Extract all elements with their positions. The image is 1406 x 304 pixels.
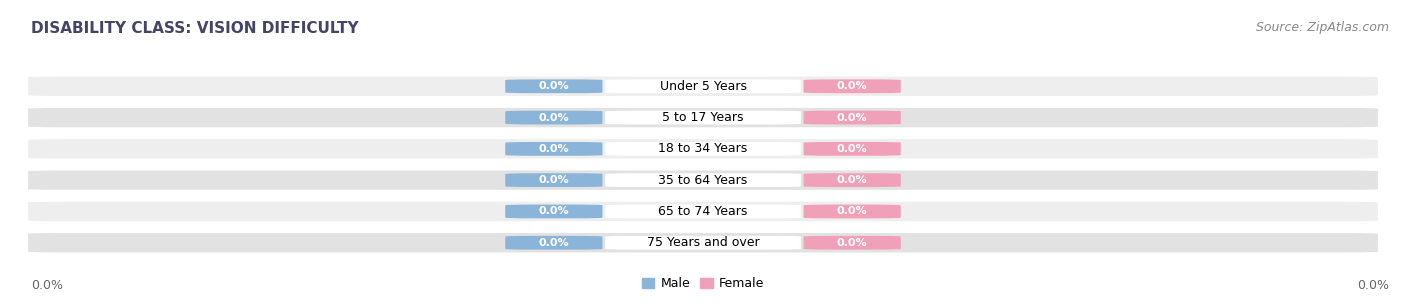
FancyBboxPatch shape [605, 111, 801, 124]
FancyBboxPatch shape [28, 202, 1378, 221]
Text: Source: ZipAtlas.com: Source: ZipAtlas.com [1256, 21, 1389, 34]
Text: 5 to 17 Years: 5 to 17 Years [662, 111, 744, 124]
FancyBboxPatch shape [28, 108, 1378, 127]
Text: 0.0%: 0.0% [1357, 279, 1389, 292]
Text: DISABILITY CLASS: VISION DIFFICULTY: DISABILITY CLASS: VISION DIFFICULTY [31, 21, 359, 36]
Text: 0.0%: 0.0% [837, 144, 868, 154]
FancyBboxPatch shape [804, 111, 901, 124]
Text: 35 to 64 Years: 35 to 64 Years [658, 174, 748, 187]
FancyBboxPatch shape [28, 171, 1378, 190]
FancyBboxPatch shape [605, 173, 801, 187]
FancyBboxPatch shape [804, 205, 901, 218]
FancyBboxPatch shape [505, 173, 602, 187]
FancyBboxPatch shape [505, 111, 602, 124]
FancyBboxPatch shape [605, 142, 801, 156]
Text: 0.0%: 0.0% [837, 81, 868, 91]
Text: 0.0%: 0.0% [538, 81, 569, 91]
FancyBboxPatch shape [605, 236, 801, 250]
FancyBboxPatch shape [804, 173, 901, 187]
Text: 18 to 34 Years: 18 to 34 Years [658, 142, 748, 155]
Text: 65 to 74 Years: 65 to 74 Years [658, 205, 748, 218]
Legend: Male, Female: Male, Female [641, 278, 765, 290]
Text: 0.0%: 0.0% [538, 206, 569, 216]
FancyBboxPatch shape [28, 139, 1378, 159]
FancyBboxPatch shape [505, 142, 602, 156]
Text: 0.0%: 0.0% [837, 206, 868, 216]
FancyBboxPatch shape [28, 77, 1378, 96]
FancyBboxPatch shape [804, 236, 901, 250]
Text: 0.0%: 0.0% [538, 238, 569, 248]
FancyBboxPatch shape [28, 233, 1378, 252]
FancyBboxPatch shape [505, 205, 602, 218]
Text: 0.0%: 0.0% [837, 175, 868, 185]
FancyBboxPatch shape [505, 79, 602, 93]
Text: 0.0%: 0.0% [837, 112, 868, 123]
Text: 0.0%: 0.0% [538, 112, 569, 123]
Text: 0.0%: 0.0% [31, 279, 63, 292]
FancyBboxPatch shape [804, 142, 901, 156]
Text: Under 5 Years: Under 5 Years [659, 80, 747, 93]
FancyBboxPatch shape [505, 236, 602, 250]
Text: 0.0%: 0.0% [837, 238, 868, 248]
FancyBboxPatch shape [605, 205, 801, 218]
FancyBboxPatch shape [804, 79, 901, 93]
Text: 0.0%: 0.0% [538, 175, 569, 185]
FancyBboxPatch shape [605, 79, 801, 93]
Text: 75 Years and over: 75 Years and over [647, 236, 759, 249]
Text: 0.0%: 0.0% [538, 144, 569, 154]
